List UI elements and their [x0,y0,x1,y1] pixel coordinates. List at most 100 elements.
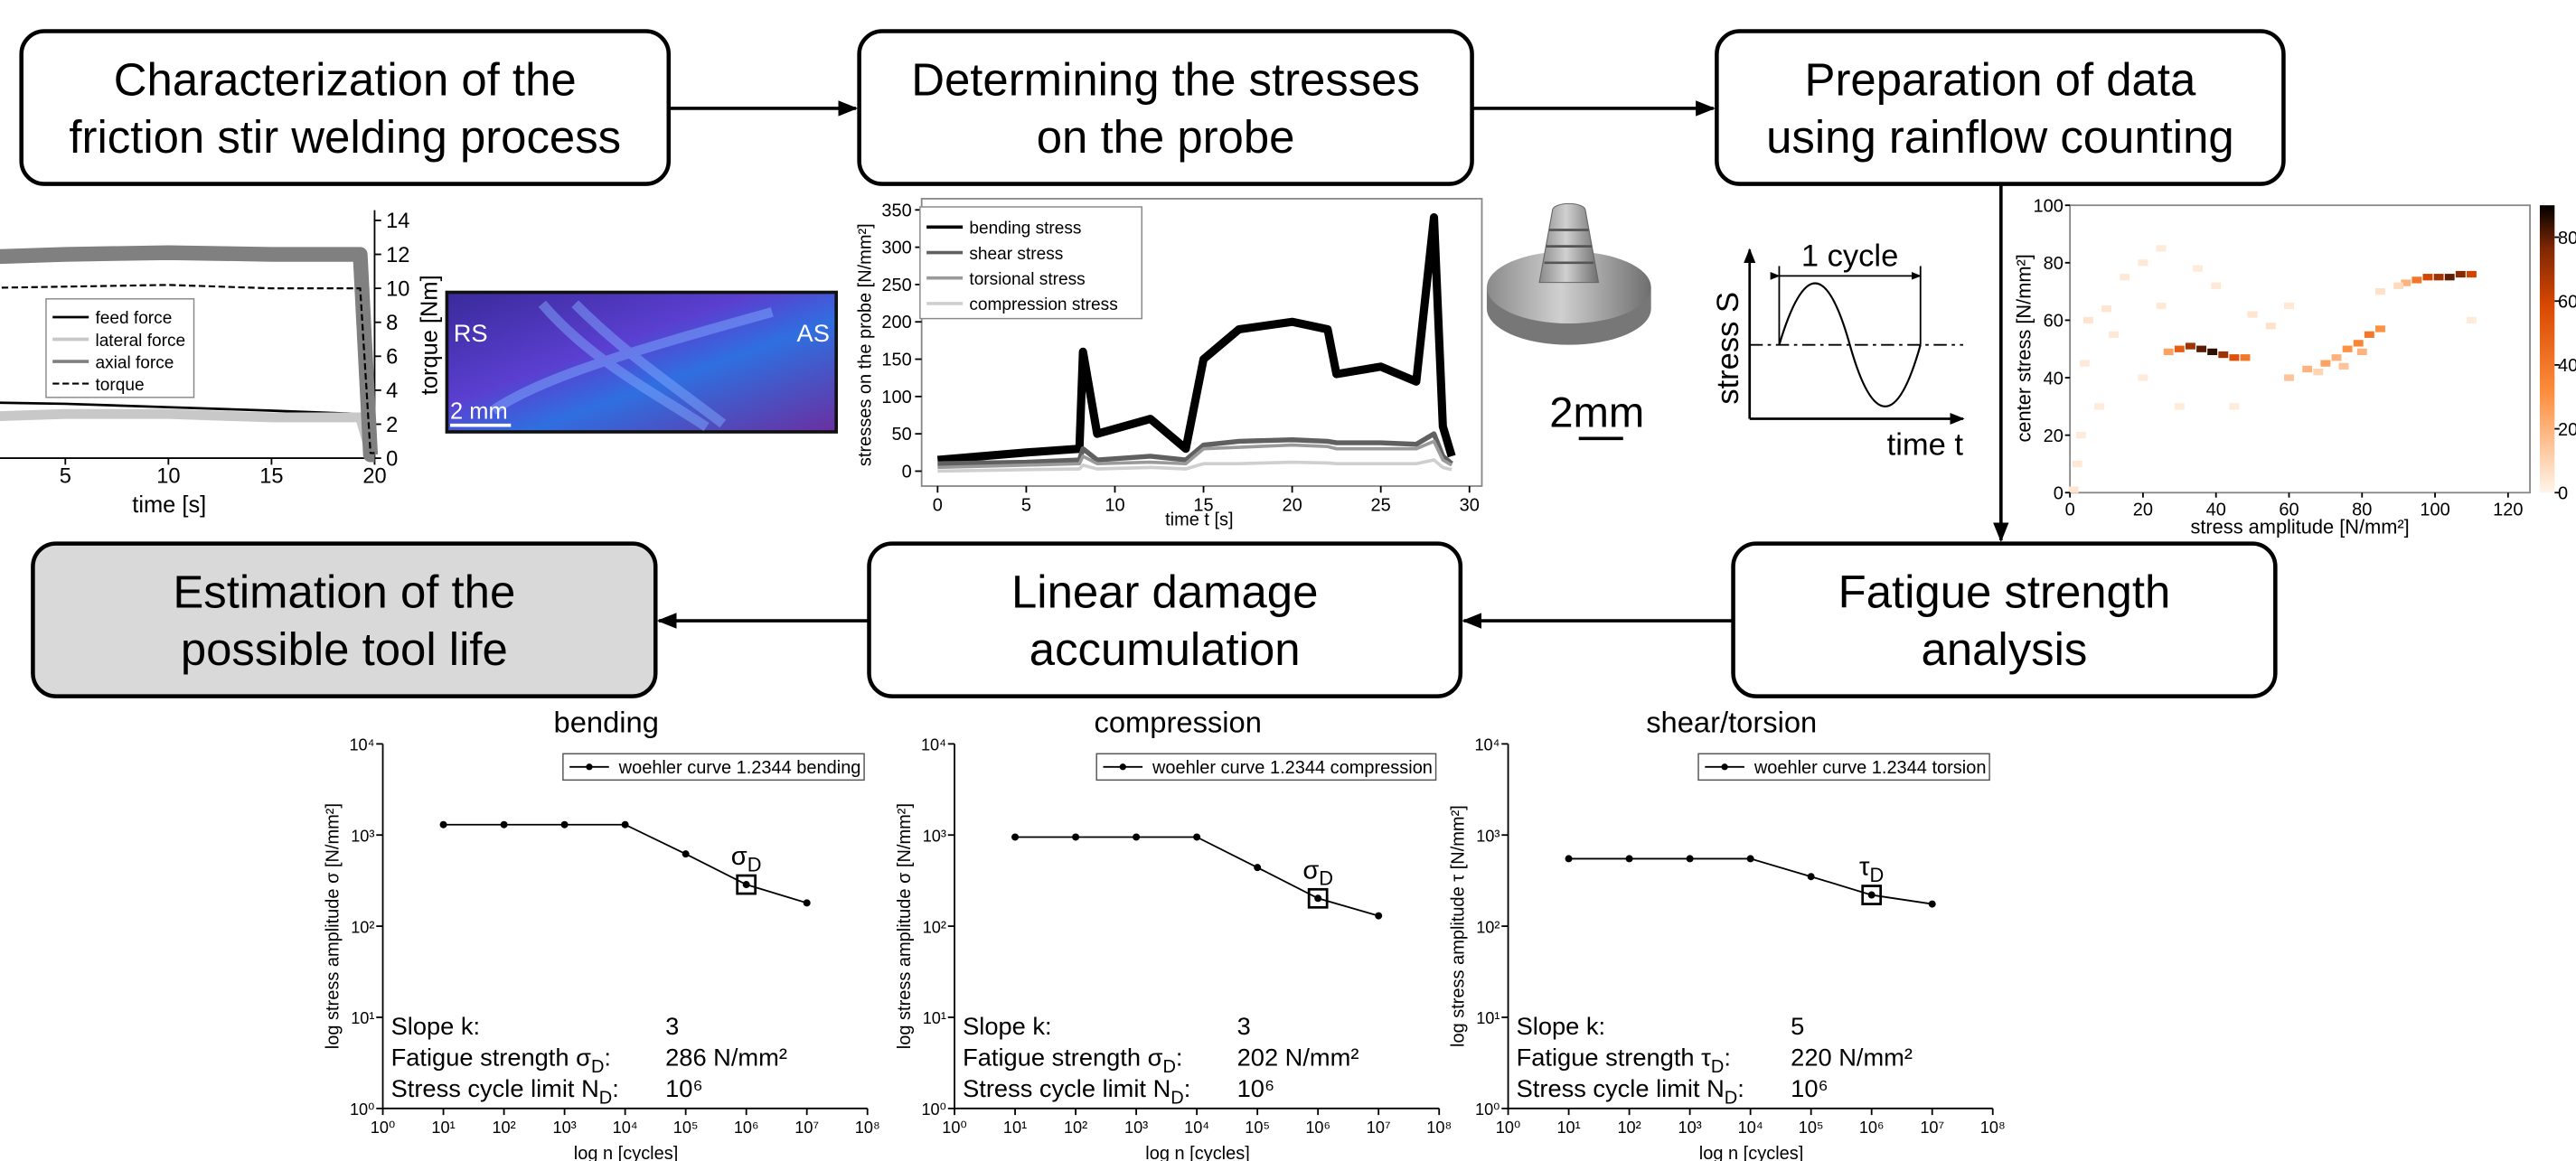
marker-label: τD [1859,853,1884,886]
woehler-point [1565,855,1573,862]
row-label-part: : [1184,1074,1191,1102]
y-tick-label: 100 [2034,196,2064,216]
row-label-sub: D [1170,1088,1183,1108]
colorbar-tick-label: 0 [2558,484,2568,504]
woehler-point [743,881,750,888]
woehler-point [440,821,447,829]
x-axis-label: log n [cycles] [1145,1144,1250,1161]
legend-label: shear stress [969,245,1063,264]
woehler-point [1193,833,1200,840]
row-label-part: Stress cycle limit N [391,1074,599,1102]
process-node: Determining the stresseson the probe [860,32,1472,184]
x-tick-label: 10⁷ [1367,1119,1391,1137]
y-tick-label: 10 [386,277,409,301]
marker-label-symbol: τ [1859,853,1870,882]
y-tick-label: 10⁴ [1474,736,1500,754]
y-tick-label: 0 [902,462,912,482]
marker-label: σD [1302,856,1333,889]
x-axis-label: stress amplitude [N/mm²] [2190,516,2409,538]
woehler-point [682,850,690,857]
woehler-chart: 10⁰10¹10²10³10⁴10⁵10⁶10⁷10⁸10⁰10¹10²10³1… [895,706,1452,1161]
row-label-part: : [1737,1074,1744,1102]
woehler-point [1747,855,1754,862]
y-tick-label: 80 [2044,254,2064,274]
row-label-part: Fatigue strength σ [391,1044,591,1072]
x-tick-label: 10² [1617,1119,1641,1137]
heat-cell [2175,346,2185,352]
x-tick-label: 10⁰ [1496,1119,1520,1137]
x-tick-label: 10⁵ [673,1119,699,1137]
row-label-part: : [1176,1044,1183,1072]
heat-cell [2434,274,2444,280]
diagram: RS AS 2 mm 2mm 1 cycle stress S time t C… [0,0,2576,1161]
y-tick-label: 150 [881,351,911,370]
x-tick-label: 10¹ [1003,1119,1027,1137]
heat-cell [2357,349,2367,355]
heat-cell [2393,283,2403,289]
row-label: Slope k: [391,1012,480,1040]
y-tick-label: 10¹ [351,1009,374,1027]
row-value: 202 N/mm² [1237,1044,1359,1072]
axis-label: stress S [1711,292,1745,405]
row-label-part: Fatigue strength σ [963,1044,1162,1072]
x-tick-label: 20 [362,464,386,488]
x-axis-label: time t [s] [1165,510,1234,530]
series-line [0,414,374,453]
heat-cell [2164,349,2174,355]
row-label-part: Stress cycle limit N [1517,1074,1725,1102]
cycle-label: 1 cycle [1801,239,1898,273]
legend-label: woehler curve 1.2344 compression [1152,758,1433,778]
woehler-point [1011,833,1019,840]
micrograph: RS AS 2 mm [447,293,836,432]
woehler-point [1626,855,1633,862]
legend-swatch-point [1120,763,1126,770]
heat-cell [2229,403,2239,409]
heat-cell [2109,332,2119,338]
x-tick-label: 10⁸ [855,1119,880,1137]
heat-cell [2157,303,2167,309]
heatmap-chart: 020406080100120020406080100stress amplit… [2013,196,2576,538]
y-tick-label: 4 [386,379,398,403]
row-value: 5 [1791,1012,1804,1040]
row-label: Fatigue strength σD: [391,1044,611,1077]
row-label-part: Stress cycle limit N [963,1074,1170,1102]
x-tick-label: 5 [60,464,71,488]
x-tick-label: 120 [2493,501,2523,520]
x-tick-label: 10⁸ [1426,1119,1452,1137]
node-label-line: possible tool life [181,623,508,675]
x-tick-label: 30 [1460,495,1480,515]
y-tick-label: 50 [892,425,912,445]
row-value: 10⁶ [1237,1074,1275,1102]
tool-pin [1539,203,1598,282]
x-tick-label: 10⁴ [613,1119,638,1137]
heat-cell [2073,461,2082,467]
node-label-line: Fatigue strength [1838,566,2171,617]
heat-cell [2467,317,2477,323]
node-label-line: Characterization of the [114,53,577,105]
node-label-line: Preparation of data [1805,53,2196,105]
heat-cell [2229,354,2239,360]
x-tick-label: 10⁷ [794,1119,819,1137]
node-label-line: analysis [1922,623,2088,675]
x-tick-label: 10² [1064,1119,1087,1137]
x-tick-label: 10⁴ [1184,1119,1209,1137]
x-tick-label: 10¹ [431,1119,455,1137]
legend-label: torsional stress [969,270,1085,289]
woehler-point [1133,833,1140,840]
x-tick-label: 0 [2065,501,2075,520]
x-tick-label: 25 [1371,495,1391,515]
y-tick-label: 10² [923,918,946,936]
row-value: 286 N/mm² [665,1044,787,1072]
woehler-point [1072,833,1079,840]
axis-label: time t [1887,427,1964,462]
y-tick-label: 10³ [923,827,946,845]
heat-cell [2138,259,2148,266]
x-tick-label: 10⁶ [734,1119,759,1137]
process-node: Fatigue strength analysis [1734,544,2276,697]
x-tick-label: 10¹ [1556,1119,1580,1137]
x-tick-label: 100 [2420,501,2449,520]
marker-label-symbol: σ [1302,856,1319,885]
x-tick-label: 10⁶ [1859,1119,1885,1137]
heat-cell [2101,305,2111,312]
heat-cell [2076,432,2086,438]
